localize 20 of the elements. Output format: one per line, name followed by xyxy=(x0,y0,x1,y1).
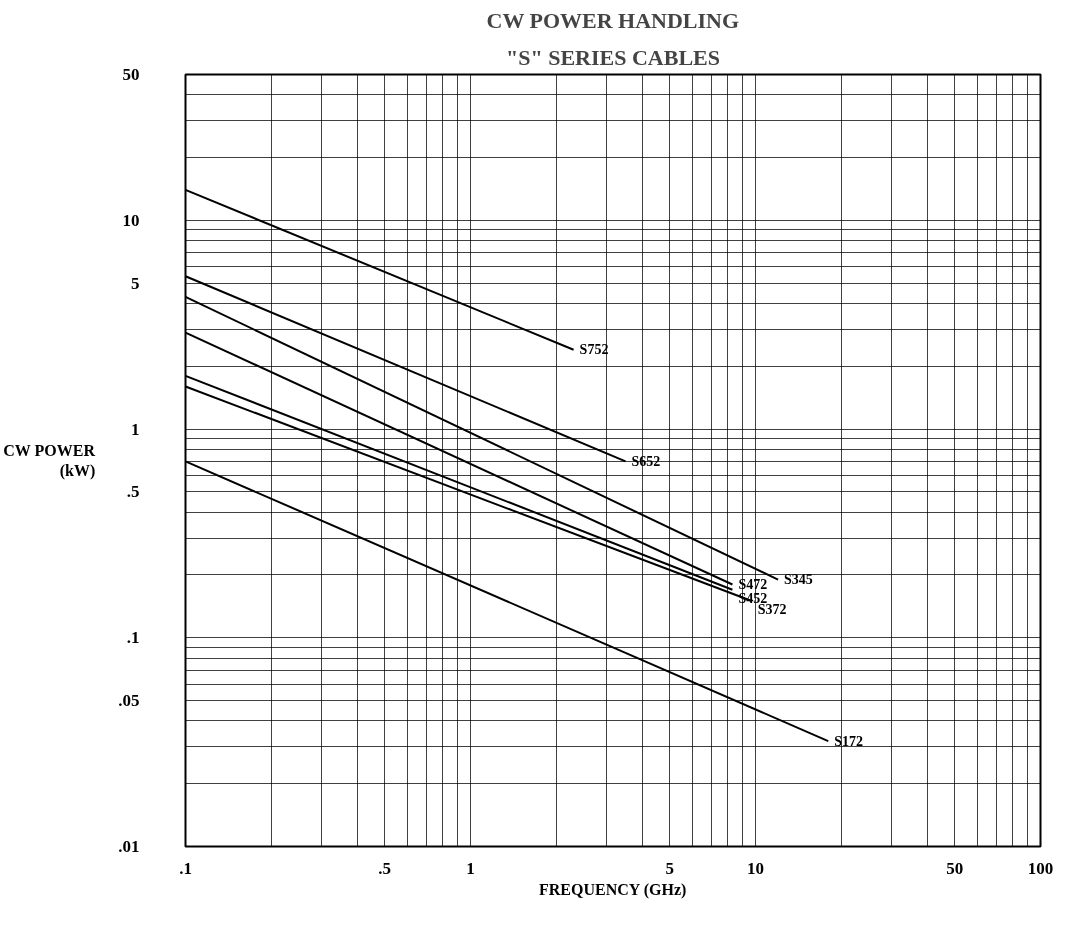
y-axis-title: CW POWER (kW) xyxy=(3,441,96,481)
x-axis-title: FREQUENCY (GHz) xyxy=(539,880,687,899)
chart-title: CW POWER HANDLING xyxy=(486,7,740,33)
y-tick-label: .05 xyxy=(118,691,140,711)
x-tick-label: .1 xyxy=(179,858,192,878)
x-tick-label: 10 xyxy=(747,858,764,878)
chart-subtitle: "S" SERIES CABLES xyxy=(506,44,720,70)
x-tick-label: 1 xyxy=(466,858,475,878)
y-tick-label: 10 xyxy=(122,210,140,230)
x-tick-label: 100 xyxy=(1027,858,1054,878)
y-tick-label: 1 xyxy=(131,419,140,439)
y-tick-label: .5 xyxy=(126,482,140,502)
y-tick-label: .01 xyxy=(118,837,140,856)
y-tick-label: 5 xyxy=(131,273,140,293)
series-label: S345 xyxy=(784,572,813,588)
x-tick-label: 50 xyxy=(946,858,964,878)
y-tick-label: 50 xyxy=(122,65,140,84)
x-tick-label: 5 xyxy=(665,858,674,878)
x-tick-label: .5 xyxy=(378,858,392,878)
y-tick-label: .1 xyxy=(126,628,140,648)
